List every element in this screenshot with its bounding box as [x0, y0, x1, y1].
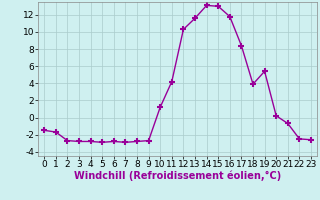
X-axis label: Windchill (Refroidissement éolien,°C): Windchill (Refroidissement éolien,°C) — [74, 171, 281, 181]
